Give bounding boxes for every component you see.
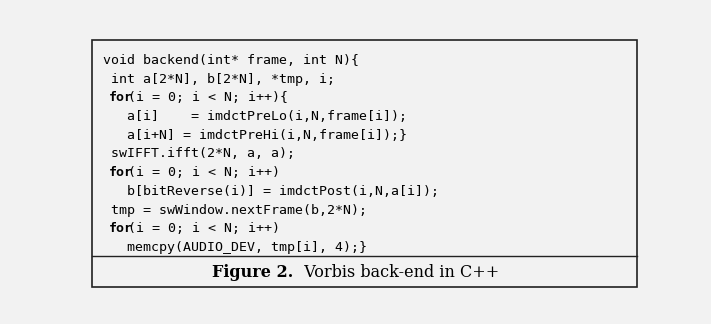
Text: int a[2*N], b[2*N], *tmp, i;: int a[2*N], b[2*N], *tmp, i;: [102, 73, 335, 86]
Text: Figure 2.: Figure 2.: [213, 264, 294, 281]
FancyBboxPatch shape: [92, 40, 637, 287]
Text: memcpy(AUDIO_DEV, tmp[i], 4);}: memcpy(AUDIO_DEV, tmp[i], 4);}: [102, 241, 367, 254]
Text: for: for: [109, 222, 133, 235]
Text: Vorbis back-end in C++: Vorbis back-end in C++: [294, 264, 498, 281]
Text: tmp = swWindow.nextFrame(b,2*N);: tmp = swWindow.nextFrame(b,2*N);: [102, 203, 367, 216]
Text: (i = 0; i < N; i++){: (i = 0; i < N; i++){: [128, 91, 288, 104]
Text: void backend(int* frame, int N){: void backend(int* frame, int N){: [102, 54, 358, 67]
Text: swIFFT.ifft(2*N, a, a);: swIFFT.ifft(2*N, a, a);: [102, 147, 294, 160]
Text: for: for: [109, 166, 133, 179]
Text: a[i+N] = imdctPreHi(i,N,frame[i]);}: a[i+N] = imdctPreHi(i,N,frame[i]);}: [102, 129, 407, 142]
Text: b[bitReverse(i)] = imdctPost(i,N,a[i]);: b[bitReverse(i)] = imdctPost(i,N,a[i]);: [102, 185, 439, 198]
Text: for: for: [109, 91, 133, 104]
Text: a[i]    = imdctPreLo(i,N,frame[i]);: a[i] = imdctPreLo(i,N,frame[i]);: [102, 110, 407, 123]
Text: (i = 0; i < N; i++): (i = 0; i < N; i++): [128, 222, 280, 235]
Text: (i = 0; i < N; i++): (i = 0; i < N; i++): [128, 166, 280, 179]
